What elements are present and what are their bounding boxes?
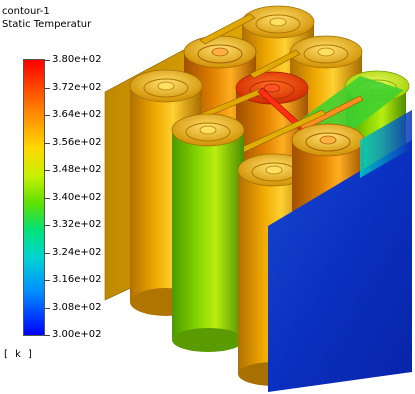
side-plate-right-edge: [360, 110, 412, 178]
scale-tick: [44, 225, 50, 226]
scale-tick-label: 3.24e+02: [52, 246, 102, 258]
scale-tick: [44, 252, 50, 254]
contour-name: contour-1: [2, 6, 50, 17]
scale-tick: [44, 115, 50, 116]
scale-tick: [44, 307, 50, 309]
scale-tick: [44, 335, 50, 336]
scale-tick-label: 3.80e+02: [52, 54, 102, 65]
scale-tick-label: 3.32e+02: [52, 219, 102, 230]
legend-title: contour-1 Static Temperatur: [2, 5, 91, 31]
scale-tick: [44, 197, 50, 199]
scale-tick-label: 3.16e+02: [52, 274, 102, 285]
side-plate-right: [268, 140, 412, 392]
scale-tick-label: 3.40e+02: [52, 191, 102, 203]
variable-name: Static Temperatur: [2, 19, 92, 30]
scale-tick: [44, 280, 50, 281]
scale-tick: [44, 170, 50, 171]
scale-tick: [44, 87, 50, 89]
scale-tick-label: 3.64e+02: [52, 109, 102, 120]
color-scale-bar: [23, 59, 45, 336]
units-label: [ k ]: [4, 349, 34, 360]
scale-tick: [44, 60, 50, 61]
scale-tick-label: 3.56e+02: [52, 136, 102, 148]
scale-tick: [44, 142, 50, 144]
scale-tick-label: 3.48e+02: [52, 164, 102, 175]
cell-front-left: [171, 113, 245, 352]
scale-tick-label: 3.00e+02: [52, 329, 102, 340]
scale-tick-label: 3.72e+02: [52, 81, 102, 93]
scale-tick-label: 3.08e+02: [52, 301, 102, 313]
